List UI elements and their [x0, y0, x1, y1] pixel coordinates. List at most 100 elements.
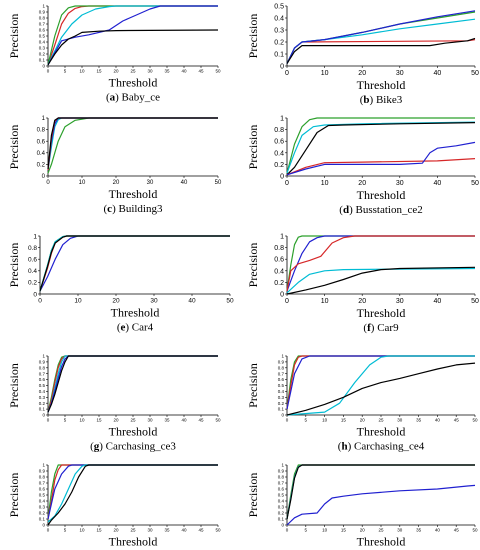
x-tick-label: 5	[64, 528, 67, 533]
y-axis-label: Precision	[246, 14, 260, 59]
y-tick-label: 0.9	[278, 359, 285, 364]
x-tick-label: 50	[472, 528, 478, 533]
series-line-4	[286, 158, 476, 176]
y-tick-label: 0.7	[39, 371, 46, 376]
x-tick-label: 20	[358, 298, 366, 305]
caption-letter: a	[110, 92, 116, 104]
x-axis-label: Threshold	[357, 306, 406, 320]
x-tick-label: 20	[113, 180, 120, 186]
y-tick-label: 0	[280, 291, 284, 298]
caption-letter: g	[94, 441, 100, 453]
caption-letter: c	[107, 203, 112, 215]
x-tick-label: 50	[215, 528, 221, 533]
series-line-5	[47, 29, 219, 66]
x-tick-label: 50	[226, 298, 234, 305]
caption-name: Baby_ce	[122, 92, 161, 104]
x-tick-label: 50	[471, 180, 479, 187]
x-tick-label: 5	[305, 418, 308, 423]
series-line-5	[286, 362, 476, 416]
y-tick-label: 0.4	[278, 499, 285, 504]
series-line-2	[47, 5, 218, 65]
y-tick-label: 0.4	[274, 268, 284, 275]
x-tick-label: 15	[96, 528, 102, 533]
panel-caption: (d) Busstation_ce2	[339, 204, 422, 216]
x-tick-label: 0	[285, 180, 289, 187]
y-tick-label: 0.2	[39, 52, 46, 57]
y-tick-label: 1	[280, 233, 284, 240]
x-tick-label: 20	[358, 180, 366, 187]
series-line-4	[47, 117, 218, 171]
x-tick-label: 10	[321, 180, 329, 187]
x-axis-label: Threshold	[357, 78, 406, 92]
panel-caption: (a) Baby_ce	[106, 92, 160, 104]
y-tick-label: 0.6	[278, 377, 285, 382]
x-tick-label: 0	[286, 528, 289, 533]
series-line-3	[39, 235, 230, 292]
x-tick-label: 0	[47, 69, 50, 74]
x-tick-label: 20	[113, 69, 119, 74]
x-tick-label: 40	[435, 418, 441, 423]
y-axis-label: Precision	[246, 125, 260, 170]
x-tick-label: 30	[147, 69, 153, 74]
x-tick-label: 10	[79, 528, 85, 533]
caption-close-paren: )	[371, 322, 377, 334]
x-tick-label: 35	[164, 418, 170, 423]
y-axis-label: Precision	[7, 243, 21, 288]
caption-open-paren: (	[363, 322, 367, 334]
chart-panel-3: 0 10 20 30 40 50 0 0.2 0.4 0.6 0.8 1 Precision Thresh…	[7, 116, 222, 215]
y-tick-label: 0.3	[39, 505, 46, 510]
x-tick-label: 25	[130, 418, 136, 423]
y-axis-label: Precision	[7, 125, 21, 170]
series-line-2	[47, 117, 218, 171]
x-tick-label: 20	[113, 418, 119, 423]
caption-open-paren: (	[339, 204, 343, 216]
series-line-5	[286, 484, 476, 526]
x-tick-label: 10	[79, 180, 86, 186]
series-line-1	[47, 117, 218, 174]
caption-close-paren: )	[370, 94, 376, 106]
series-line-4	[47, 355, 218, 413]
panel-caption: (b) Bike3	[360, 94, 403, 106]
y-tick-label: 0.5	[39, 383, 46, 388]
y-tick-label: 0	[281, 523, 284, 528]
x-tick-label: 30	[396, 298, 404, 305]
y-tick-label: 0.7	[39, 22, 46, 27]
caption-name: Building3	[118, 203, 163, 215]
series-line-1	[47, 355, 218, 413]
y-tick-label: 0.2	[274, 280, 284, 287]
x-tick-label: 45	[454, 418, 460, 423]
x-tick-label: 10	[322, 528, 328, 533]
panel-caption: (g) Carchasing_ce3	[90, 441, 176, 453]
y-tick-label: 0.4	[278, 389, 285, 394]
x-tick-label: 0	[47, 528, 50, 533]
chart-panel-6: 0 10 20 30 40 50 0 0.2 0.4 0.6 0.8 1 Precision Thresh…	[246, 233, 479, 334]
y-tick-label: 0.9	[39, 10, 46, 15]
y-tick-label: 0.1	[278, 407, 285, 412]
x-tick-label: 10	[74, 298, 82, 305]
y-tick-label: 0.8	[37, 128, 46, 134]
series-line-4	[47, 464, 218, 523]
x-tick-label: 5	[64, 69, 67, 74]
series-line-2	[39, 235, 230, 292]
caption-name: Bike3	[376, 94, 403, 106]
y-tick-label: 0	[42, 523, 45, 528]
x-axis-label: Threshold	[357, 188, 406, 202]
x-tick-label: 30	[147, 528, 153, 533]
y-tick-label: 0.2	[274, 39, 284, 46]
chart-panel-1: 0 5 10 15 20 25 30 35 40 45 5000.10.20.30.40.50.60…	[7, 4, 221, 104]
y-tick-label: 0.8	[39, 475, 46, 480]
caption-close-paren: )	[112, 203, 118, 215]
x-tick-label: 20	[360, 528, 366, 533]
series-line-4	[286, 464, 475, 520]
y-tick-label: 0.2	[39, 401, 46, 406]
x-tick-label: 30	[397, 528, 403, 533]
x-tick-label: 5	[305, 528, 308, 533]
series-line-3	[286, 235, 475, 292]
x-axis-label: Threshold	[109, 535, 158, 549]
x-tick-label: 10	[321, 70, 329, 77]
x-tick-label: 10	[79, 69, 85, 74]
x-tick-label: 0	[285, 70, 289, 77]
y-tick-label: 0.2	[274, 162, 284, 169]
y-tick-label: 0.6	[274, 257, 284, 264]
